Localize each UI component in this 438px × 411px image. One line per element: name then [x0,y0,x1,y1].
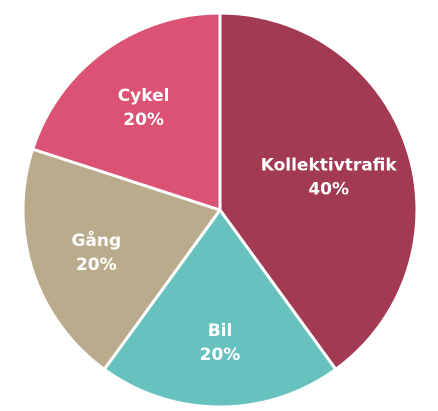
slice-label-kollektivtrafik: Kollektivtrafik [261,156,398,176]
slice-label-gang: Gång [71,229,121,251]
slice-value-gang: 20% [76,255,117,275]
slice-label-cykel: Cykel [118,86,170,106]
slice-label-bil: Bil [208,321,233,341]
labels-layer: Kollektivtrafik 40% Bil 20% Gång 20% Cykel 20% [71,86,397,365]
pie-slice-kollektivtrafik [218,11,419,371]
slice-value-bil: 20% [200,345,241,365]
slices-layer [21,11,419,409]
slice-value-cykel: 20% [123,110,164,130]
pie-slice-bil [102,208,338,409]
pie-slice-cykel [31,11,222,212]
pie-slice-gang [21,147,222,371]
slice-value-kollektivtrafik: 40% [308,180,349,200]
